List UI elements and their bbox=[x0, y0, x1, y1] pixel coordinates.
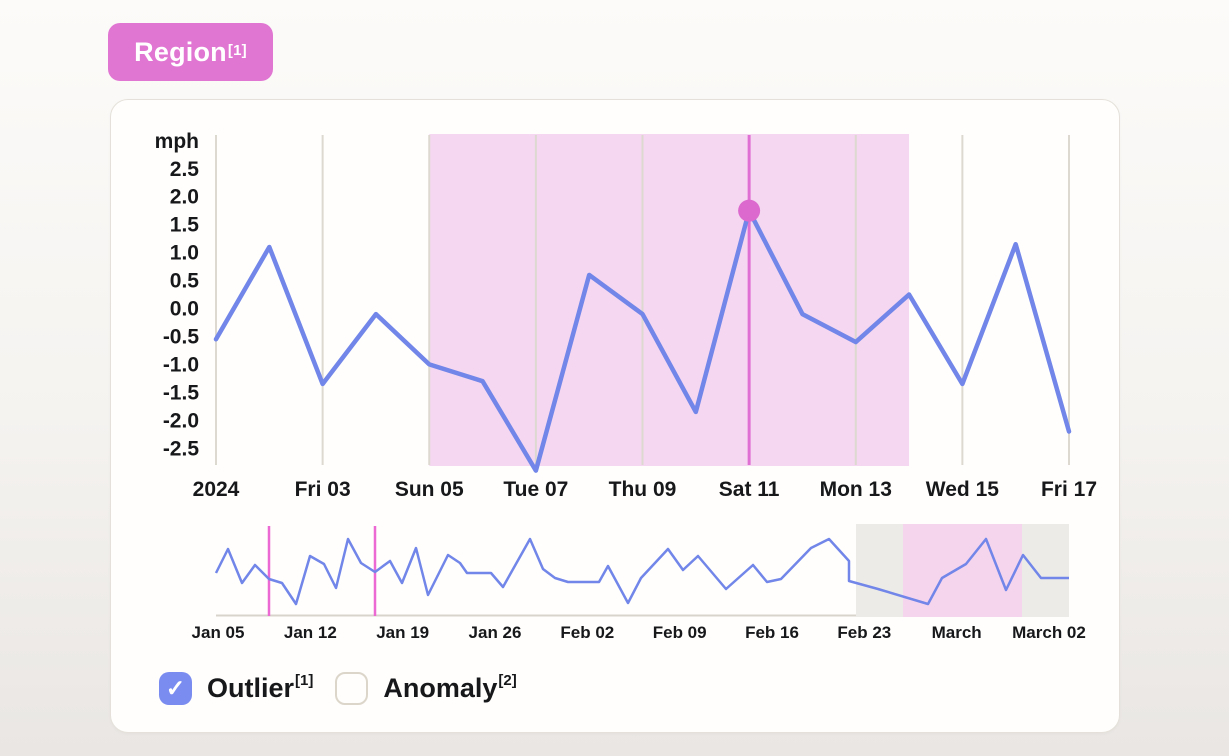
overview-tick-label: Feb 16 bbox=[745, 623, 799, 642]
main-chart: 2024 Fri 03 Sun 05 Tue 07 Thu 09 Sat 11 Mon 13… bbox=[155, 130, 1097, 501]
outlier-checkbox[interactable]: ✓ Outlier[1] bbox=[159, 672, 313, 705]
x-tick-label: Sun 05 bbox=[395, 478, 464, 501]
y-tick-label: 0.5 bbox=[170, 270, 200, 293]
overview-tick-label: March 02 bbox=[1012, 623, 1086, 642]
overview-series-line bbox=[214, 537, 1069, 606]
overview-tick-label: Jan 05 bbox=[192, 623, 245, 642]
y-tick-label: 2.5 bbox=[170, 158, 200, 181]
y-tick-label: 0.0 bbox=[170, 298, 199, 321]
overview-tick-label: Feb 23 bbox=[837, 623, 891, 642]
overview-chart: Jan 05 Jan 12 Jan 19 Jan 26 Feb 02 Feb 09 Feb … bbox=[192, 524, 1086, 642]
anomaly-label: Anomaly[2] bbox=[383, 672, 517, 703]
outlier-marker[interactable] bbox=[738, 199, 761, 222]
overview-tick-label: Feb 09 bbox=[653, 623, 707, 642]
series-line bbox=[213, 208, 1072, 473]
charts-svg: 2024 Fri 03 Sun 05 Tue 07 Thu 09 Sat 11 Mon 13… bbox=[155, 130, 1097, 642]
outlier-label: Outlier[1] bbox=[207, 672, 314, 703]
overview-tick-label: Jan 19 bbox=[376, 623, 429, 642]
anomaly-checkbox[interactable]: Anomaly[2] bbox=[335, 672, 517, 705]
x-tick-label: Thu 09 bbox=[609, 478, 677, 501]
anomaly-checkbox-box[interactable] bbox=[335, 672, 369, 705]
y-axis-title: mph bbox=[155, 130, 199, 153]
y-tick-label: -1.5 bbox=[163, 381, 200, 404]
y-tick-label: -1.0 bbox=[163, 353, 199, 376]
y-tick-label: 1.5 bbox=[170, 214, 200, 237]
x-tick-label: 2024 bbox=[193, 478, 240, 501]
overview-tick-label: Feb 02 bbox=[560, 623, 614, 642]
overview-tick-label: Jan 12 bbox=[284, 623, 337, 642]
x-tick-label: Mon 13 bbox=[820, 478, 892, 501]
check-icon: ✓ bbox=[165, 675, 186, 701]
overview-tick-label: Jan 26 bbox=[469, 623, 522, 642]
y-tick-label: 1.0 bbox=[170, 242, 199, 265]
x-tick-label: Fri 03 bbox=[295, 478, 351, 501]
y-tick-label: -2.5 bbox=[163, 437, 200, 460]
x-tick-label: Tue 07 bbox=[503, 478, 568, 501]
x-tick-label: Sat 11 bbox=[719, 478, 780, 501]
controls-row: ✓ Outlier[1] Anomaly[2] bbox=[159, 672, 517, 705]
y-tick-label: -0.5 bbox=[163, 325, 200, 348]
outlier-checkbox-box[interactable]: ✓ bbox=[159, 672, 192, 705]
chart-card: 2024 Fri 03 Sun 05 Tue 07 Thu 09 Sat 11 Mon 13… bbox=[110, 99, 1120, 733]
y-tick-label: 2.0 bbox=[170, 186, 199, 209]
highlight-region bbox=[429, 134, 910, 466]
x-tick-label: Fri 17 bbox=[1041, 478, 1097, 501]
region-badge-label: Region bbox=[134, 36, 227, 67]
region-badge[interactable]: Region [1] bbox=[108, 23, 273, 81]
region-badge-superscript: [1] bbox=[227, 41, 247, 59]
y-tick-label: -2.0 bbox=[163, 409, 199, 432]
x-tick-label: Wed 15 bbox=[926, 478, 999, 501]
overview-tick-label: March bbox=[932, 623, 982, 642]
